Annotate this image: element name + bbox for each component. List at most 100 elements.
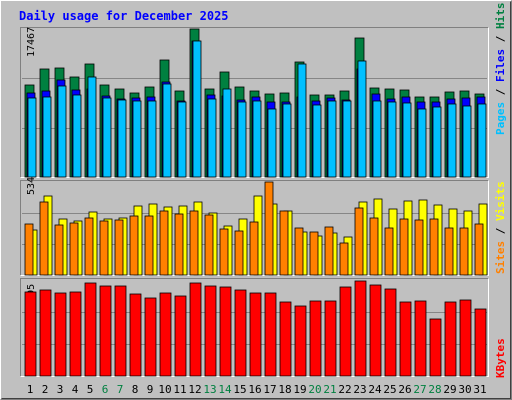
pages-bar bbox=[327, 100, 337, 178]
sites-bar bbox=[39, 201, 49, 276]
sites-bar bbox=[444, 227, 454, 276]
sites-bar bbox=[99, 220, 109, 276]
pages-bar bbox=[447, 103, 457, 178]
kbytes-bar bbox=[204, 285, 217, 377]
pages-bar bbox=[192, 40, 202, 178]
day-label: 17 bbox=[263, 383, 276, 396]
pages-bar bbox=[282, 103, 292, 178]
day-label: 10 bbox=[158, 383, 171, 396]
day-label: 7 bbox=[117, 383, 124, 396]
pages-bar bbox=[87, 76, 97, 178]
kbytes-bar bbox=[249, 292, 262, 377]
sites-bar bbox=[129, 215, 139, 276]
day-label: 25 bbox=[383, 383, 396, 396]
sites-bar bbox=[414, 219, 424, 276]
sites-bar bbox=[204, 214, 214, 276]
day-label: 13 bbox=[203, 383, 216, 396]
sites-bar bbox=[294, 227, 304, 276]
kbytes-bar bbox=[234, 289, 247, 377]
kbytes-bar bbox=[399, 301, 412, 377]
hits-max-label: 17467 bbox=[26, 27, 37, 57]
pages-files-hits-legend: Pages / Files / Hits bbox=[494, 3, 507, 136]
sites-bar bbox=[264, 181, 274, 276]
day-label: 20 bbox=[308, 383, 321, 396]
kbytes-bars bbox=[22, 280, 487, 377]
pages-bar bbox=[177, 101, 187, 178]
pages-bar bbox=[432, 106, 442, 178]
pages-bar bbox=[372, 100, 382, 178]
sites-bar bbox=[429, 218, 439, 276]
pages-bar bbox=[42, 96, 52, 178]
pages-bar bbox=[477, 103, 487, 178]
kbytes-bar bbox=[354, 280, 367, 377]
files-legend-label: Files bbox=[494, 49, 507, 82]
sites-bar bbox=[69, 222, 79, 276]
pages-bar bbox=[222, 88, 232, 178]
chart-title: Daily usage for December 2025 bbox=[19, 9, 229, 23]
pages-bar bbox=[402, 102, 412, 178]
kbytes-bar bbox=[24, 291, 37, 377]
pages-bar bbox=[387, 101, 397, 178]
kbytes-bar bbox=[144, 297, 157, 377]
sites-bar bbox=[219, 228, 229, 276]
kbytes-bar bbox=[474, 308, 487, 377]
kbytes-bar bbox=[444, 301, 457, 377]
kbytes-bar bbox=[69, 291, 82, 377]
pages-bar bbox=[312, 104, 322, 178]
sites-bar bbox=[309, 231, 319, 276]
kbytes-bar bbox=[159, 292, 172, 377]
kbytes-bar bbox=[339, 286, 352, 377]
kbytes-bar bbox=[429, 318, 442, 377]
kbytes-bar bbox=[414, 300, 427, 377]
day-label: 12 bbox=[188, 383, 201, 396]
day-label: 27 bbox=[413, 383, 426, 396]
visits-legend-label: Visits bbox=[494, 181, 507, 221]
kbytes-legend-label: KBytes bbox=[494, 338, 507, 378]
sites-bar bbox=[474, 223, 484, 276]
pages-bar bbox=[117, 99, 127, 178]
sites-bar bbox=[159, 210, 169, 276]
sites-legend-label: Sites bbox=[494, 241, 507, 274]
pages-bar bbox=[342, 100, 352, 178]
kbytes-bar bbox=[54, 292, 67, 377]
kbytes-bar bbox=[294, 305, 307, 377]
day-label: 23 bbox=[353, 383, 366, 396]
sites-visits-legend: Sites / Visits bbox=[494, 181, 507, 274]
sites-bar bbox=[384, 227, 394, 276]
kbytes-bar bbox=[369, 284, 382, 377]
sites-bar bbox=[339, 242, 349, 276]
pages-bar bbox=[267, 108, 277, 178]
hits-files-pages-bars bbox=[22, 28, 487, 178]
sites-bar bbox=[369, 217, 379, 276]
pages-bar bbox=[297, 63, 307, 178]
kbytes-bar bbox=[174, 295, 187, 377]
pages-bar bbox=[57, 85, 67, 178]
kbytes-bar bbox=[264, 292, 277, 377]
day-label: 6 bbox=[102, 383, 109, 396]
day-label: 9 bbox=[147, 383, 154, 396]
pages-bar bbox=[207, 98, 217, 178]
kbytes-bar bbox=[459, 299, 472, 377]
kbytes-bar bbox=[279, 301, 292, 377]
day-labels: 1 2 3 4 5 6 7 8 9 10 11 12 13 14 15 16 17 18 19 20 21 22 23 24 2… bbox=[27, 383, 487, 396]
pages-bar bbox=[162, 83, 172, 178]
day-label: 31 bbox=[473, 383, 486, 396]
kbytes-bar bbox=[129, 293, 142, 377]
pages-bar bbox=[102, 97, 112, 178]
pages-bar bbox=[417, 108, 427, 178]
sites-bar bbox=[114, 219, 124, 276]
day-label: 29 bbox=[443, 383, 456, 396]
pages-bar bbox=[72, 94, 82, 178]
pages-bar bbox=[357, 60, 367, 178]
day-label: 18 bbox=[278, 383, 291, 396]
kbytes-bar bbox=[84, 282, 97, 377]
day-label: 30 bbox=[458, 383, 471, 396]
pages-bar bbox=[27, 97, 37, 178]
day-label: 14 bbox=[218, 383, 232, 396]
pages-legend-label: Pages bbox=[494, 102, 507, 135]
sites-bar bbox=[234, 230, 244, 276]
day-label: 24 bbox=[368, 383, 382, 396]
day-label: 28 bbox=[428, 383, 441, 396]
day-label: 3 bbox=[57, 383, 64, 396]
kbytes-bar bbox=[324, 300, 337, 377]
